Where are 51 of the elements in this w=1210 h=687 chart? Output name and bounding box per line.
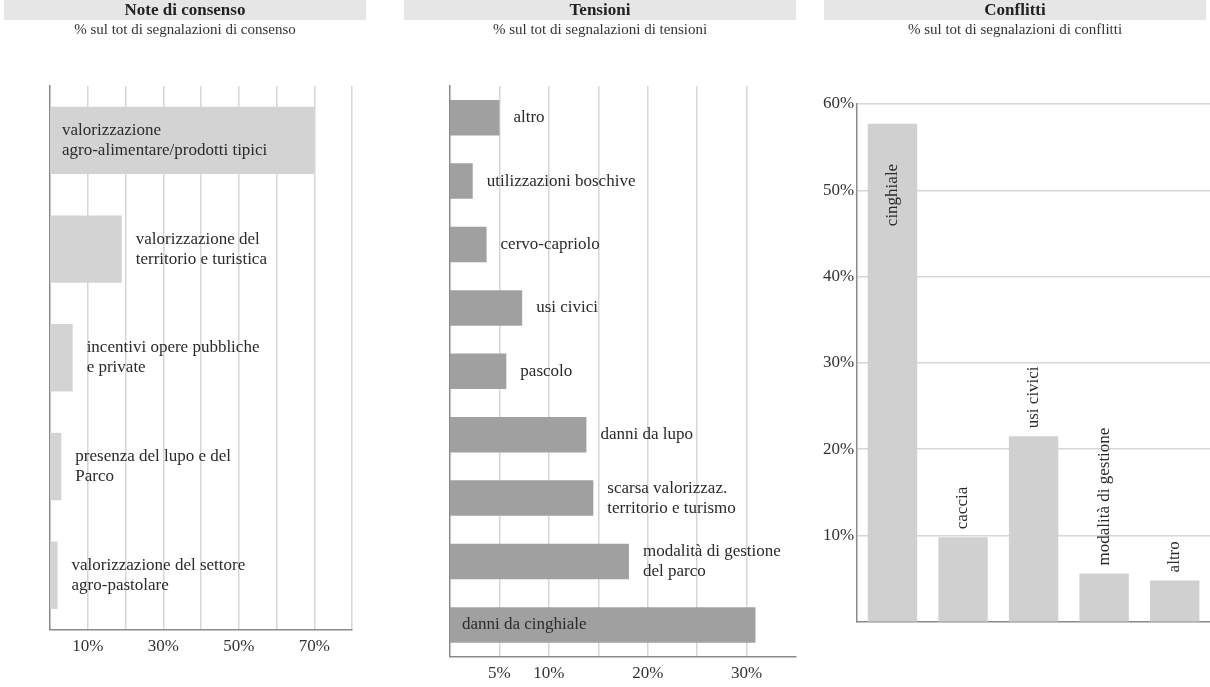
category-label: utilizzazioni boschive bbox=[486, 170, 636, 190]
bar bbox=[50, 324, 73, 392]
category-label: danni da cinghiale bbox=[462, 614, 587, 634]
bar bbox=[1079, 573, 1129, 622]
x-tick-label: 20% bbox=[632, 663, 664, 683]
bar bbox=[450, 226, 487, 263]
x-tick-label: 50% bbox=[223, 636, 255, 656]
x-tick-label: 10% bbox=[72, 636, 104, 656]
category-label: modalità di gestione del parco bbox=[642, 540, 781, 580]
category-label: valorizzazione del settore agro-pastolare bbox=[71, 554, 246, 594]
chart-subtitle: % sul tot di segnalazioni di conflitti bbox=[906, 20, 1124, 38]
x-tick-label: 10% bbox=[533, 663, 565, 683]
bar bbox=[450, 480, 594, 516]
category-label: presenza del lupo e del Parco bbox=[75, 445, 232, 485]
chart-title: Conflitti bbox=[824, 0, 1206, 20]
chart-subtitle: % sul tot di segnalazioni di tensioni bbox=[491, 20, 709, 38]
y-tick-label: 60% bbox=[822, 93, 855, 113]
bar bbox=[450, 99, 500, 136]
bar bbox=[450, 290, 523, 326]
category-label: incentivi opere pubbliche e private bbox=[86, 337, 260, 377]
category-label: altro bbox=[513, 107, 545, 127]
x-tick-label: modalità di gestione bbox=[1093, 427, 1113, 566]
bar bbox=[50, 541, 58, 609]
x-tick-label: 30% bbox=[730, 663, 763, 683]
bar bbox=[50, 432, 62, 501]
category-label: danni da lupo bbox=[600, 424, 693, 444]
bar bbox=[450, 607, 756, 643]
chart-title: Tensioni bbox=[404, 0, 796, 20]
category-label: usi civici bbox=[536, 297, 599, 317]
bar bbox=[450, 163, 473, 199]
x-tick-label: cinghiale bbox=[881, 163, 901, 227]
bar bbox=[1150, 580, 1200, 622]
category-label: cervo-capriolo bbox=[500, 233, 600, 253]
y-tick-label: 10% bbox=[822, 524, 855, 544]
bar bbox=[450, 543, 629, 580]
category-label: valorizzazione del territorio e turistica bbox=[135, 228, 267, 268]
category-label: scarsa valorizzaz. territorio e turismo bbox=[607, 477, 736, 517]
y-tick-label: 40% bbox=[822, 266, 855, 286]
x-tick-label: 5% bbox=[488, 663, 511, 683]
x-tick-label: 70% bbox=[298, 636, 330, 656]
x-tick-label: caccia bbox=[952, 486, 972, 530]
y-tick-label: 50% bbox=[822, 179, 855, 199]
y-tick-label: 20% bbox=[822, 438, 855, 458]
category-label: pascolo bbox=[520, 360, 573, 380]
chart-title: Note di consenso bbox=[4, 0, 366, 20]
category-label: valorizzazione agro-alimentare/prodotti tipici bbox=[62, 119, 268, 159]
bar bbox=[450, 416, 587, 453]
chart-subtitle: % sul tot di segnalazioni di consenso bbox=[73, 20, 297, 38]
x-tick-label: 30% bbox=[147, 636, 179, 656]
bar bbox=[450, 353, 507, 390]
y-tick-label: 30% bbox=[822, 352, 855, 372]
